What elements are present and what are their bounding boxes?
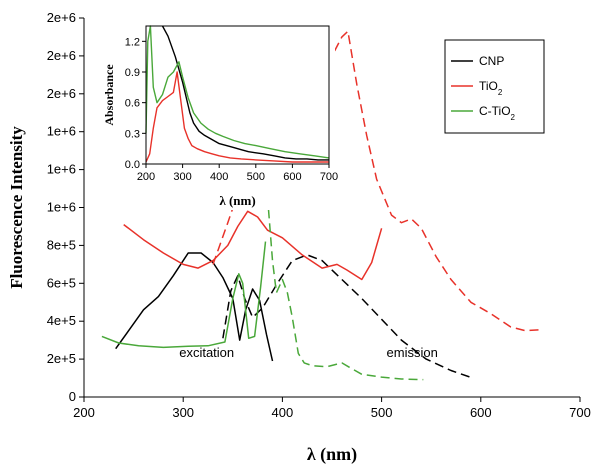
inset-frame bbox=[145, 25, 330, 165]
inset-series-line-0 bbox=[161, 25, 329, 161]
inset-y-tick-label: 0.6 bbox=[125, 98, 140, 110]
inset-x-tick-label: 200 bbox=[137, 171, 155, 183]
legend-label: TiO2 bbox=[479, 79, 503, 97]
y-tick-label: 1e+6 bbox=[47, 200, 76, 215]
inset-series-line-2 bbox=[145, 25, 330, 159]
inset-x-ticks: 200 300 400 500 600 700 bbox=[137, 164, 338, 183]
inset-y-tick-label: 1.2 bbox=[125, 36, 140, 48]
inset-x-tick-label: 600 bbox=[283, 171, 301, 183]
series-line-emission-3 bbox=[212, 30, 541, 332]
series-line-excitation-0 bbox=[115, 252, 274, 362]
y-axis-label: Fluorescence Intensity bbox=[7, 126, 26, 289]
y-tick-label: 2e+6 bbox=[47, 86, 76, 101]
inset-y-ticks: 0.0 0.3 0.6 0.9 1.2 bbox=[125, 36, 146, 171]
y-tick-label: 2e+5 bbox=[47, 351, 76, 366]
y-tick-label: 6e+5 bbox=[47, 275, 76, 290]
legend-items: CNP TiO2 C-TiO2 bbox=[451, 54, 516, 122]
inset-x-axis-label: λ (nm) bbox=[219, 193, 255, 208]
y-tick-label: 1e+6 bbox=[47, 162, 76, 177]
y-tick-label: 4e+5 bbox=[47, 313, 76, 328]
inset-background bbox=[100, 20, 335, 210]
excitation-annotation: excitation bbox=[179, 345, 234, 360]
series-line-emission-5 bbox=[267, 209, 424, 381]
x-tick-label: 500 bbox=[371, 405, 393, 420]
inset-series-group bbox=[145, 25, 330, 163]
series-line-excitation-4 bbox=[101, 241, 267, 349]
main-series-group bbox=[101, 30, 541, 381]
inset-x-tick-label: 700 bbox=[320, 171, 338, 183]
legend-label: C-TiO2 bbox=[479, 104, 516, 122]
x-tick-label: 400 bbox=[272, 405, 294, 420]
inset-y-tick-label: 0.3 bbox=[125, 128, 140, 140]
emission-annotation: emission bbox=[387, 345, 438, 360]
inset-series-line-1 bbox=[145, 71, 329, 163]
x-tick-label: 200 bbox=[73, 405, 95, 420]
y-tick-label: 2e+6 bbox=[47, 48, 76, 63]
y-tick-label: 0 bbox=[69, 389, 76, 404]
inset-y-tick-label: 0.0 bbox=[125, 159, 140, 171]
y-tick-label: 8e+5 bbox=[47, 237, 76, 252]
x-tick-label: 300 bbox=[172, 405, 194, 420]
series-line-excitation-2 bbox=[123, 210, 383, 281]
x-axis-label: λ (nm) bbox=[307, 444, 357, 464]
inset-x-tick-label: 500 bbox=[247, 171, 265, 183]
inset-y-axis-label: Absorbance bbox=[102, 64, 116, 126]
inset-y-tick-label: 0.9 bbox=[125, 67, 140, 79]
main-plot: 200 300 400 500 600 700 0 2e+5 4e+5 6e+5 8e+5 1e+6… bbox=[7, 10, 591, 464]
y-tick-label: 1e+6 bbox=[47, 124, 76, 139]
x-tick-label: 600 bbox=[470, 405, 492, 420]
x-tick-label: 700 bbox=[569, 405, 591, 420]
inset-x-tick-label: 300 bbox=[173, 171, 191, 183]
y-tick-label: 2e+6 bbox=[47, 10, 76, 25]
x-ticks: 200 300 400 500 600 700 bbox=[73, 397, 591, 420]
y-ticks: 0 2e+5 4e+5 6e+5 8e+5 1e+6 1e+6 1e+6 2e+6 2e+6 2e+… bbox=[47, 10, 84, 404]
legend-label: CNP bbox=[479, 54, 504, 68]
inset-x-tick-label: 400 bbox=[210, 171, 228, 183]
legend: CNP TiO2 C-TiO2 bbox=[444, 39, 545, 134]
absorbance-inset: 200 300 400 500 600 700 0.0 0.3 0.6 0.9 1.2 λ (nm… bbox=[100, 20, 338, 210]
